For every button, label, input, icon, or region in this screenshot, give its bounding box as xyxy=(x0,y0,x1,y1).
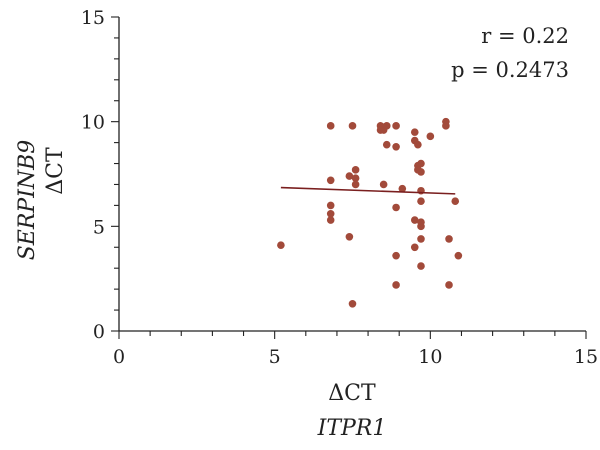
y-tick-label: 5 xyxy=(93,216,105,238)
data-point xyxy=(351,180,360,189)
data-point xyxy=(417,222,425,231)
x-tick-label: 15 xyxy=(574,346,598,368)
x-axis-title-line1: ΔCT xyxy=(328,381,376,406)
data-point xyxy=(351,174,360,182)
data-point xyxy=(417,197,425,206)
data-point xyxy=(345,233,354,241)
data-point xyxy=(392,251,400,260)
data-point xyxy=(348,122,357,130)
data-point xyxy=(382,140,391,149)
trend-line xyxy=(280,186,456,195)
data-point xyxy=(392,142,400,151)
data-point xyxy=(445,281,453,289)
data-point xyxy=(445,235,453,243)
data-point xyxy=(410,216,419,224)
data-point xyxy=(410,243,419,252)
x-tick-label: 0 xyxy=(113,346,125,368)
data-point xyxy=(326,122,335,130)
data-point xyxy=(392,203,400,212)
data-point xyxy=(398,184,407,193)
x-tick-label: 5 xyxy=(269,346,281,368)
y-tick-label: 15 xyxy=(81,7,105,29)
y-tick-label: 0 xyxy=(93,321,105,343)
data-point xyxy=(382,122,391,130)
data-point xyxy=(392,281,400,289)
x-axis-title-line2: ITPR1 xyxy=(317,416,387,441)
data-point xyxy=(326,216,335,224)
p-value-label: p = 0.2473 xyxy=(451,58,569,82)
data-point xyxy=(348,299,357,308)
data-point xyxy=(392,122,400,130)
data-point xyxy=(417,168,425,176)
data-point xyxy=(414,140,422,149)
axes xyxy=(111,16,587,339)
data-point xyxy=(451,197,460,206)
data-point xyxy=(379,180,388,189)
x-tick-label: 10 xyxy=(418,346,442,368)
y-axis-title-line2: ΔCT xyxy=(43,147,68,195)
data-point xyxy=(326,176,335,185)
data-point xyxy=(345,172,354,180)
data-point xyxy=(426,132,435,141)
data-point xyxy=(410,128,419,136)
y-axis-title-line1: SERPINB9 xyxy=(15,140,40,261)
data-point xyxy=(442,122,450,130)
data-point xyxy=(277,241,285,249)
y-tick-label: 10 xyxy=(81,112,105,134)
correlation-r-label: r = 0.22 xyxy=(481,24,569,48)
data-point xyxy=(454,251,463,260)
data-point xyxy=(417,235,425,243)
data-point xyxy=(351,166,360,174)
data-point xyxy=(417,159,425,168)
data-point xyxy=(326,209,335,218)
plot-area xyxy=(277,117,463,308)
data-point xyxy=(326,201,335,210)
data-point xyxy=(417,262,425,270)
